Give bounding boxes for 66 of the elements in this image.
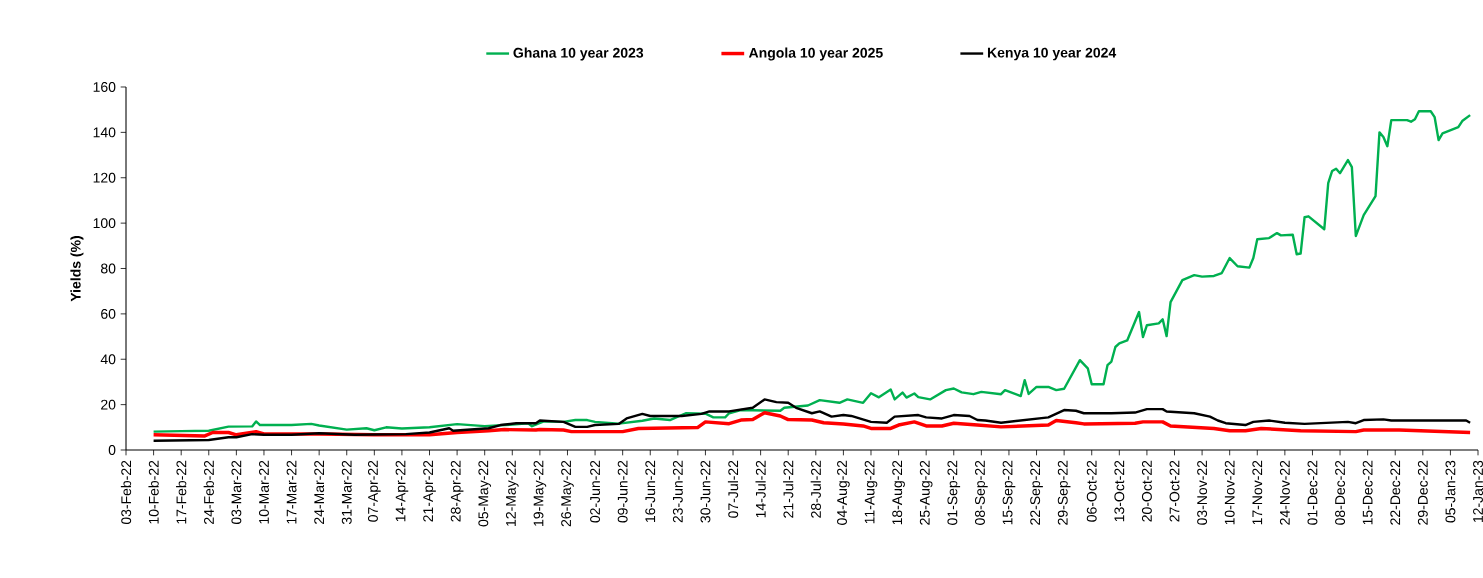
x-tick-label: 24-Mar-22 [314,460,325,524]
x-tick-label: 26-May-22 [561,460,574,527]
x-tick-label: 25-Aug-22 [919,460,933,525]
y-tick-label: 160 [93,82,116,92]
x-tick-label: 03-Mar-22 [231,460,242,525]
x-tick-label: 05-Jan-23 [1445,460,1456,523]
x-tick-label: 13-Oct-22 [1114,460,1125,522]
x-tick-label: 03-Feb-22 [120,460,132,525]
x-tick-label: 10-Nov-22 [1224,460,1235,525]
x-tick-label: 21-Apr-22 [423,460,436,522]
x-tick-label: 29-Sep-22 [1057,460,1071,525]
x-tick-label: 24-Nov-22 [1279,460,1290,525]
legend-label: Ghana 10 year 2023 [513,47,644,61]
x-tick-label: 17-Nov-22 [1252,460,1263,525]
x-tick-label: 03-Nov-22 [1197,460,1208,525]
y-tick-label: 60 [101,308,116,319]
y-tick-label: 100 [93,218,116,229]
x-tick-label: 10-Feb-22 [148,460,159,524]
y-tick-label: 120 [93,172,116,183]
x-tick-label: 15-Dec-22 [1362,460,1373,525]
x-tick-label: 14-Jul-22 [755,460,766,518]
x-tick-label: 14-Apr-22 [395,460,409,522]
line-series [151,411,1472,438]
x-tick-label: 20-Oct-22 [1141,460,1152,522]
x-tick-label: 28-Apr-22 [450,460,464,522]
legend-label: Angola 10 year 2025 [748,47,883,61]
x-tick-label: 30-Jun-22 [700,460,711,523]
x-tick-label: 07-Jul-22 [727,460,739,518]
legend-label: Kenya 10 year 2024 [987,47,1117,61]
x-tick-label: 31-Mar-22 [341,460,352,525]
x-tick-label: 24-Feb-22 [203,460,214,524]
x-tick-label: 17-Mar-22 [286,460,297,524]
x-tick-label: 01-Dec-22 [1307,460,1318,525]
y-tick-label: 20 [101,399,116,410]
x-tick-label: 10-Mar-22 [259,460,269,524]
x-tick-label: 12-Jan-23 [1473,460,1483,523]
y-tick-label: 80 [100,263,116,274]
y-tick-label: 140 [93,127,116,138]
x-tick-label: 07-Apr-22 [368,460,381,522]
x-tick-label: 08-Sep-22 [975,460,988,525]
x-tick-label: 01-Sep-22 [947,460,961,525]
y-tick-label: 40 [100,354,116,365]
x-tick-label: 11-Aug-22 [864,460,878,524]
x-tick-label: 18-Aug-22 [892,460,905,525]
x-tick-label: 08-Dec-22 [1335,460,1346,525]
x-tick-label: 19-May-22 [533,460,547,526]
x-tick-label: 27-Oct-22 [1169,460,1180,522]
x-tick-label: 02-Jun-22 [590,460,601,523]
x-tick-label: 12-May-22 [505,460,519,526]
y-tick-label: 0 [108,445,116,455]
x-tick-label: 22-Sep-22 [1030,460,1043,525]
x-tick-label: 06-Oct-22 [1086,460,1097,522]
x-tick-label: 16-Jun-22 [645,460,656,523]
line-series [152,110,1472,433]
line-series [152,398,1472,442]
x-tick-label: 05-May-22 [478,460,492,527]
x-tick-label: 15-Sep-22 [1002,460,1016,525]
x-tick-label: 17-Feb-22 [176,460,187,524]
x-tick-label: 21-Jul-22 [783,460,794,518]
x-tick-label: 28-Jul-22 [810,460,821,518]
x-tick-label: 22-Dec-22 [1390,460,1401,525]
x-tick-label: 29-Dec-22 [1417,460,1428,525]
y-axis-title: Yields (%) [70,236,84,302]
x-tick-label: 04-Aug-22 [837,460,850,525]
x-tick-label: 23-Jun-22 [672,460,683,523]
x-tick-label: 09-Jun-22 [617,460,628,523]
